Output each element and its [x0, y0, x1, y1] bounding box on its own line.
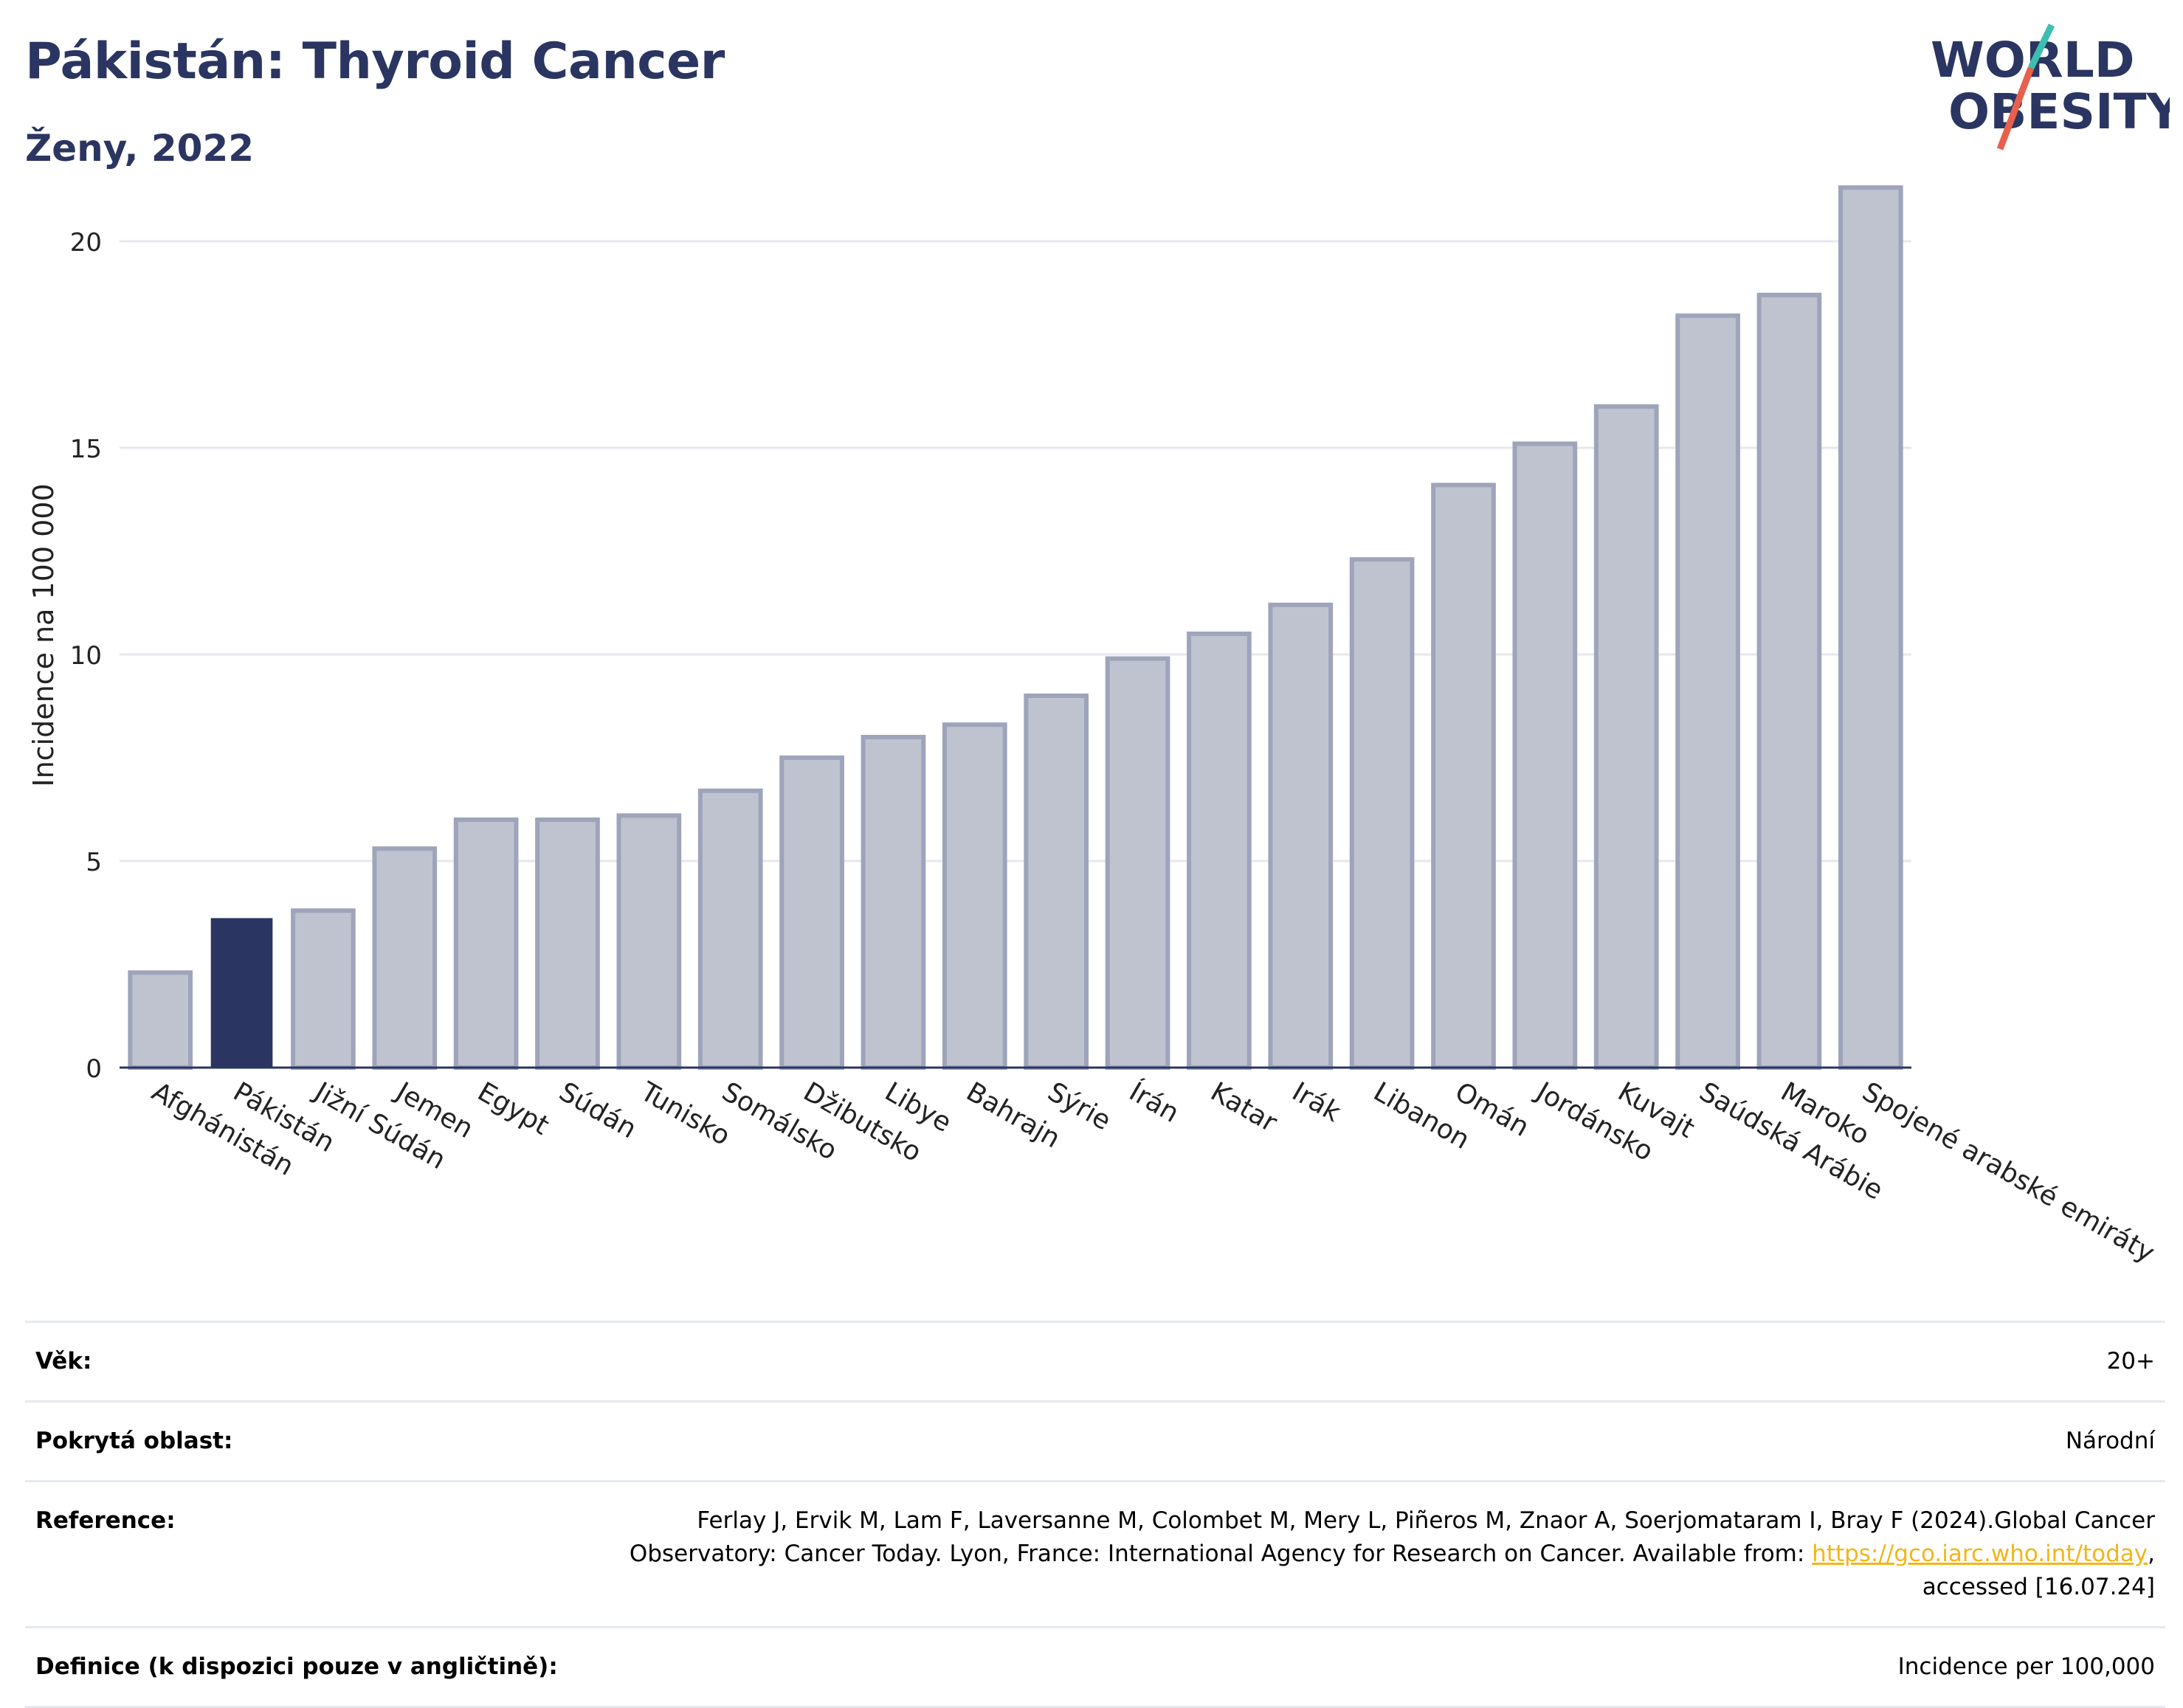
area-label: Pokrytá oblast:	[35, 1428, 233, 1454]
meta-row-age: Věk: 20+	[25, 1321, 2165, 1400]
y-tick-label: 5	[86, 848, 102, 877]
bar	[616, 813, 682, 1071]
reference-link[interactable]: https://gco.iarc.who.int/today	[1812, 1541, 2148, 1567]
world-obesity-logo: WORLD OBESITY	[1931, 24, 2170, 151]
area-value: Národní	[2065, 1428, 2155, 1454]
bar	[942, 722, 1007, 1070]
bar	[1431, 483, 1496, 1070]
x-tick-label: Tunisko	[635, 1076, 735, 1152]
bar	[372, 846, 438, 1070]
bar	[697, 788, 763, 1071]
y-tick-label: 0	[86, 1054, 102, 1084]
chart-title: Pákistán: Thyroid Cancer	[25, 32, 725, 91]
reference-label: Reference:	[35, 1507, 176, 1534]
x-tick-label: Súdán	[554, 1076, 642, 1144]
bar	[1024, 694, 1089, 1070]
x-tick-label: Bahrajn	[961, 1076, 1065, 1154]
y-tick-label: 10	[70, 641, 102, 671]
meta-row-definition: Definice (k dispozici pouze v angličtině…	[25, 1626, 2165, 1708]
bar	[291, 908, 356, 1070]
x-tick-label: Irák	[1287, 1076, 1346, 1128]
bar	[1756, 292, 1822, 1070]
bar	[1675, 313, 1740, 1070]
bar	[453, 817, 519, 1070]
bar	[210, 918, 273, 1069]
chart-subtitle: Ženy, 2022	[25, 127, 255, 170]
x-tick-label: Egypt	[472, 1076, 553, 1141]
bar	[1838, 185, 1903, 1071]
definition-value: Incidence per 100,000	[1897, 1653, 2155, 1680]
bar	[535, 817, 600, 1070]
definition-label: Definice (k dispozici pouze v angličtině…	[35, 1653, 558, 1680]
logo-word-obesity: OBESITY	[1948, 83, 2170, 140]
x-tick-label: Spojené arabské emiráty	[1857, 1076, 2159, 1268]
bar	[128, 970, 193, 1070]
bar	[1512, 441, 1578, 1070]
reference-value: Ferlay J, Ervik M, Lam F, Laversanne M, …	[590, 1504, 2155, 1604]
bar	[1593, 404, 1659, 1070]
x-tick-label: Írán	[1124, 1076, 1184, 1129]
bar	[861, 735, 926, 1070]
y-tick-label: 20	[70, 228, 102, 257]
bar	[1105, 656, 1170, 1070]
meta-row-area: Pokrytá oblast: Národní	[25, 1400, 2165, 1480]
y-axis-label: Incidence na 100 000	[27, 483, 60, 786]
age-value: 20+	[2106, 1348, 2155, 1375]
logo-slash-coral	[1996, 66, 2035, 151]
bar	[1349, 557, 1415, 1070]
bar	[1268, 602, 1334, 1070]
reference-text: Ferlay J, Ervik M, Lam F, Laversanne M, …	[629, 1507, 2155, 1567]
x-tick-label: Katar	[1205, 1076, 1282, 1138]
bar	[779, 756, 844, 1070]
age-label: Věk:	[35, 1348, 92, 1375]
metadata-table: Věk: 20+ Pokrytá oblast: Národní Referen…	[25, 1321, 2165, 1708]
y-tick-label: 15	[70, 435, 102, 464]
bar	[1187, 632, 1252, 1070]
meta-row-reference: Reference: Ferlay J, Ervik M, Lam F, Lav…	[25, 1480, 2165, 1626]
logo-slash-teal	[2027, 24, 2055, 69]
reference-accessed: , accessed [16.07.24]	[1922, 1541, 2155, 1600]
